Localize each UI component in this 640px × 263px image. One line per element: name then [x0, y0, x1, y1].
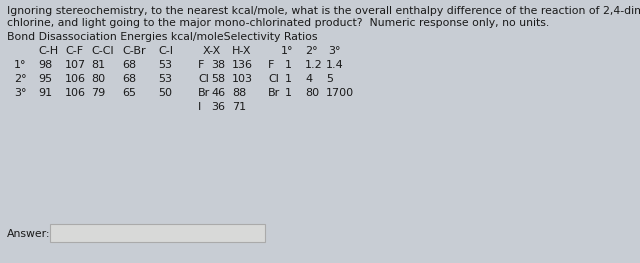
Text: 36: 36 — [211, 102, 225, 112]
Text: 98: 98 — [38, 60, 52, 70]
Text: H-X: H-X — [232, 46, 252, 56]
Text: C-H: C-H — [38, 46, 58, 56]
Text: 1: 1 — [285, 60, 292, 70]
Text: 1°: 1° — [14, 60, 26, 70]
Text: 106: 106 — [65, 74, 86, 84]
Text: 68: 68 — [122, 60, 136, 70]
Text: 1.2: 1.2 — [305, 60, 323, 70]
FancyBboxPatch shape — [50, 224, 265, 242]
Text: 79: 79 — [91, 88, 105, 98]
Text: 80: 80 — [305, 88, 319, 98]
Text: 91: 91 — [38, 88, 52, 98]
Text: Answer:: Answer: — [7, 229, 51, 239]
Text: C-I: C-I — [158, 46, 173, 56]
Text: F: F — [198, 60, 204, 70]
Text: chlorine, and light going to the major mono-chlorinated product?  Numeric respon: chlorine, and light going to the major m… — [7, 18, 549, 28]
Text: 50: 50 — [158, 88, 172, 98]
Text: 5: 5 — [326, 74, 333, 84]
Text: 95: 95 — [38, 74, 52, 84]
Text: 71: 71 — [232, 102, 246, 112]
Text: 2°: 2° — [305, 46, 317, 56]
Text: 3°: 3° — [328, 46, 340, 56]
Text: 81: 81 — [91, 60, 105, 70]
Text: 3°: 3° — [14, 88, 26, 98]
Text: 46: 46 — [211, 88, 225, 98]
Text: 1.4: 1.4 — [326, 60, 344, 70]
Text: 1: 1 — [285, 88, 292, 98]
Text: 53: 53 — [158, 60, 172, 70]
Text: 106: 106 — [65, 88, 86, 98]
Text: C-F: C-F — [65, 46, 83, 56]
Text: 1: 1 — [285, 74, 292, 84]
Text: Cl: Cl — [198, 74, 209, 84]
Text: 58: 58 — [211, 74, 225, 84]
Text: 103: 103 — [232, 74, 253, 84]
Text: Cl: Cl — [268, 74, 279, 84]
Text: X-X: X-X — [203, 46, 221, 56]
Text: 4: 4 — [305, 74, 312, 84]
Text: 53: 53 — [158, 74, 172, 84]
Text: 38: 38 — [211, 60, 225, 70]
Text: C-Br: C-Br — [122, 46, 146, 56]
Text: 88: 88 — [232, 88, 246, 98]
Text: 136: 136 — [232, 60, 253, 70]
Text: 1700: 1700 — [326, 88, 354, 98]
Text: Br: Br — [198, 88, 211, 98]
Text: 2°: 2° — [14, 74, 27, 84]
Text: I: I — [198, 102, 201, 112]
Text: 65: 65 — [122, 88, 136, 98]
Text: Bond Disassociation Energies kcal/moleSelectivity Ratios: Bond Disassociation Energies kcal/moleSe… — [7, 32, 317, 42]
Text: 107: 107 — [65, 60, 86, 70]
Text: Br: Br — [268, 88, 280, 98]
Text: 1°: 1° — [281, 46, 294, 56]
Text: F: F — [268, 60, 275, 70]
Text: Ignoring stereochemistry, to the nearest kcal/mole, what is the overall enthalpy: Ignoring stereochemistry, to the nearest… — [7, 6, 640, 16]
Text: 68: 68 — [122, 74, 136, 84]
Text: 80: 80 — [91, 74, 105, 84]
Text: C-Cl: C-Cl — [91, 46, 114, 56]
